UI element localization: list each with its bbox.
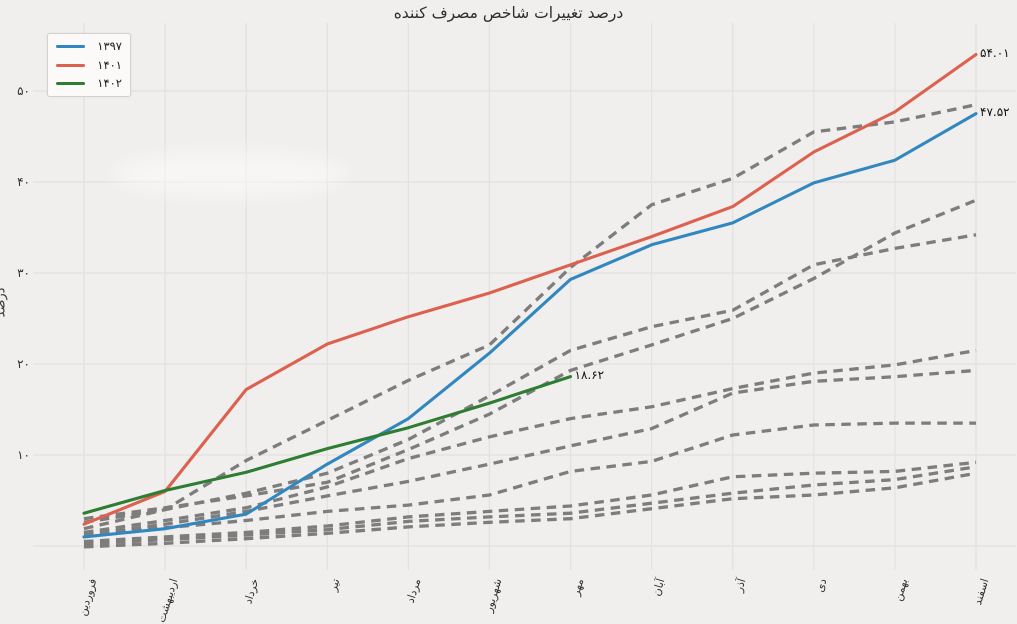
series-line-year-1397 <box>82 112 978 539</box>
end-value-annotation-year-1397: ۴۷.۵۲ <box>980 104 1010 119</box>
series-line-unlabeled-dashed-7 <box>83 460 977 544</box>
legend-line-sample-1397 <box>56 45 85 49</box>
legend-label-1397: ۱۳۹۷ <box>97 39 122 53</box>
y-tick-label: ۲۰ <box>17 357 30 371</box>
legend-item-1401: ۱۴۰۱ <box>56 57 122 72</box>
series-line-unlabeled-dashed-4 <box>83 348 977 535</box>
legend-line-sample-1402 <box>56 82 85 86</box>
legend-item-1397: ۱۳۹۷ <box>56 39 122 53</box>
legend-item-1402: ۱۴۰۲ <box>56 76 122 90</box>
chart-title: درصد تغییرات شاخص مصرف کننده <box>393 4 624 22</box>
y-tick-label: ۳۰ <box>17 266 30 280</box>
legend: ۱۳۹۷ ۱۴۰۱ ۱۴۰۲ <box>47 33 131 97</box>
series-line-unlabeled-dashed-8 <box>83 465 977 546</box>
legend-line-sample-1401 <box>56 63 85 67</box>
series-line-unlabeled-dashed-5 <box>83 368 977 537</box>
legend-label-1402: ۱۴۰۲ <box>97 76 122 90</box>
series-line-unlabeled-dashed-2 <box>83 198 977 521</box>
series-line-unlabeled-dashed-1 <box>83 103 977 531</box>
y-tick-label: ۵۰ <box>17 84 30 98</box>
series-line-year-1401 <box>82 52 978 526</box>
series-line-unlabeled-dashed-3 <box>83 233 977 524</box>
end-value-annotation-year-1401: ۵۴.۰۱ <box>980 45 1010 60</box>
end-value-annotation-year-1402: ۱۸.۶۲ <box>574 367 605 382</box>
y-tick-label: ۱۰ <box>17 448 30 462</box>
series-line-year-1402 <box>82 375 573 515</box>
legend-label-1401: ۱۴۰۱ <box>97 57 122 72</box>
series-line-unlabeled-dashed-9 <box>83 471 977 549</box>
series-line-unlabeled-dashed-6 <box>83 421 976 535</box>
y-tick-label: ۴۰ <box>17 175 30 189</box>
y-axis-label: درصد <box>0 287 9 318</box>
